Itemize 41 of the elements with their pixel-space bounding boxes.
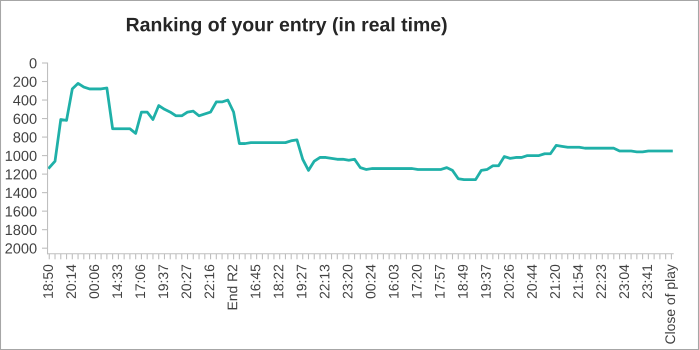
x-tick-label: End R2 bbox=[227, 264, 238, 310]
x-tick-label: 20:26 bbox=[504, 264, 514, 298]
x-tick-label: 00:06 bbox=[89, 264, 100, 298]
chart-title: Ranking of your entry (in real time) bbox=[126, 17, 447, 36]
x-tick-label: 22:23 bbox=[596, 264, 606, 298]
x-tick-label: 22:13 bbox=[320, 264, 330, 298]
x-tick-label: 21:20 bbox=[550, 264, 560, 298]
x-tick-label: 00:24 bbox=[366, 264, 376, 298]
x-tick-label: 20:27 bbox=[181, 264, 192, 298]
y-tick-label: 1400 bbox=[6, 188, 37, 198]
x-tick-label: 19:37 bbox=[158, 264, 168, 298]
x-tick-label: 20:44 bbox=[527, 264, 537, 298]
x-tick-label: Close of play bbox=[664, 264, 678, 344]
y-tick-label: 2000 bbox=[5, 243, 37, 254]
x-tick-label: 17:20 bbox=[412, 264, 422, 298]
line-series bbox=[48, 82, 673, 182]
x-tick-label: 18:50 bbox=[43, 264, 53, 298]
y-tick-label: 1200 bbox=[6, 169, 37, 180]
x-tick-label: 21:54 bbox=[573, 264, 583, 298]
y-tick-label: 400 bbox=[13, 95, 37, 106]
x-tick-label: 18:49 bbox=[458, 264, 468, 298]
y-tick-label: 1800 bbox=[6, 224, 37, 236]
y-tick-label: 600 bbox=[14, 114, 37, 124]
x-tick-label: 14:33 bbox=[112, 264, 122, 298]
x-tick-label: 16:45 bbox=[250, 264, 260, 298]
y-tick-label: 0 bbox=[30, 58, 37, 68]
x-tick-label: 18:22 bbox=[274, 264, 284, 298]
x-tick-label: 19:27 bbox=[296, 264, 306, 298]
y-tick-label: 1000 bbox=[6, 150, 37, 162]
x-tick-label: 20:14 bbox=[66, 264, 76, 298]
x-tick-label: 23:04 bbox=[619, 264, 630, 298]
x-tick-label: 23:20 bbox=[342, 264, 353, 298]
y-tick-label: 1600 bbox=[6, 206, 37, 217]
y-tick-label: 800 bbox=[13, 132, 37, 143]
x-tick-label: 19:37 bbox=[480, 264, 491, 298]
x-tick-label: 17:57 bbox=[435, 264, 445, 298]
y-tick-label: 200 bbox=[14, 76, 37, 87]
x-tick-label: 22:16 bbox=[204, 264, 214, 298]
x-tick-label: 16:03 bbox=[388, 264, 399, 298]
x-tick-label: 23:41 bbox=[642, 264, 652, 298]
x-tick-label: 17:06 bbox=[135, 264, 146, 298]
